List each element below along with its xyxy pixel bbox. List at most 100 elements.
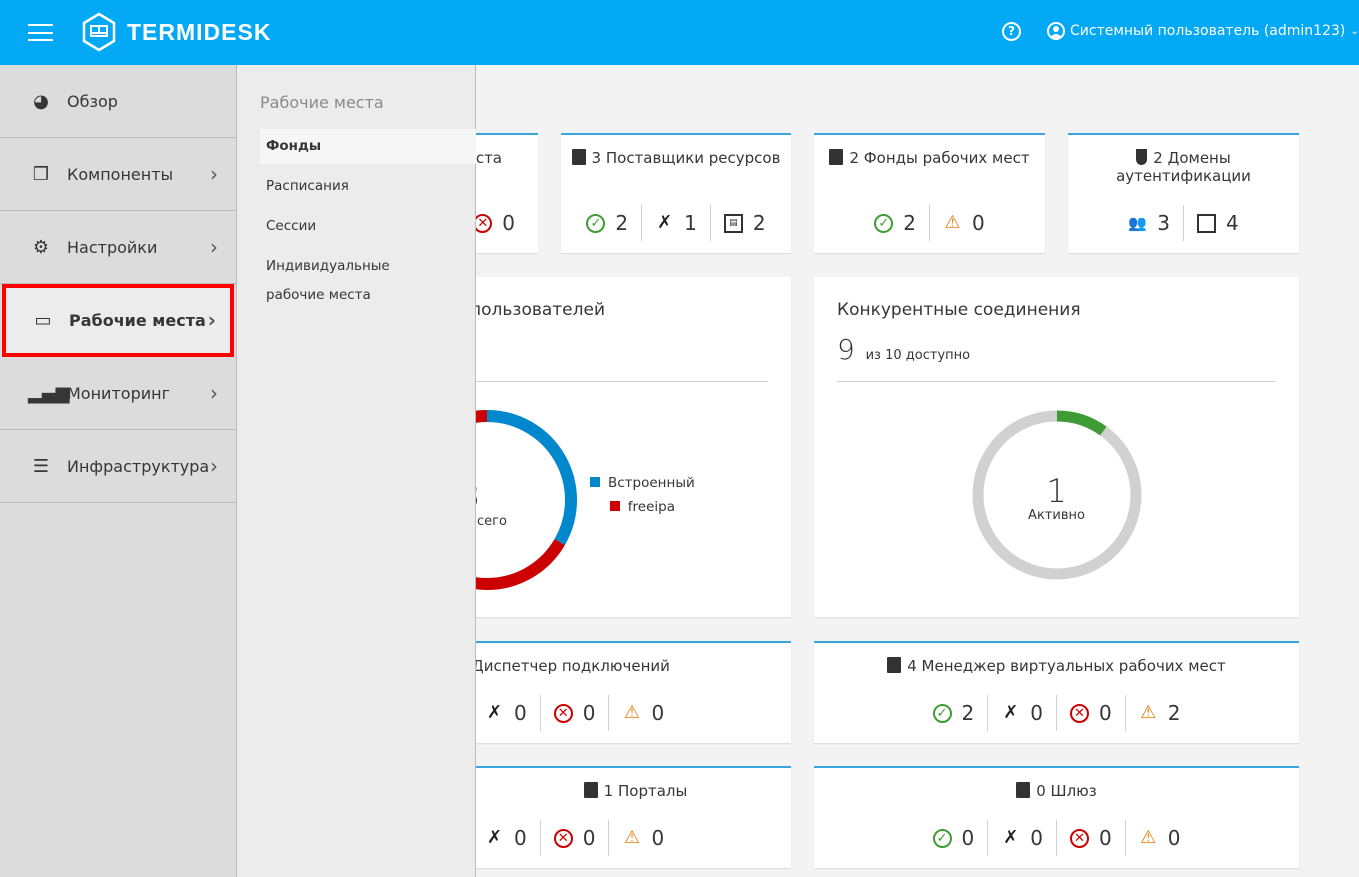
gears-icon: ⚙ [32, 236, 50, 258]
legend-swatch [590, 477, 600, 487]
card-connections-chart: Конкурентные соединения 9 из 10 доступно… [814, 277, 1299, 617]
donut-slice[interactable] [1056, 410, 1107, 436]
sidebar: ◕ Обзор ❒ Компоненты › ⚙ Настройки › ▭ Рабочие ме… [0, 65, 237, 877]
sidebar-item-label: Настройки [67, 237, 158, 257]
error-icon: ✕ [1070, 828, 1089, 848]
status-item[interactable]: ⚠ 0 [608, 820, 677, 856]
chart-title: пользователей [470, 300, 606, 320]
warning-icon: ⚠ [623, 702, 641, 723]
status-item[interactable]: ✕ 0 [460, 205, 528, 241]
sidebar-item-3[interactable]: ▭ Рабочие места › [2, 284, 234, 357]
donut-center-label: сего [477, 514, 507, 529]
ok-icon: ✓ [586, 213, 606, 233]
sidebar-item-label: Компоненты [67, 164, 174, 184]
status-item[interactable]: ✕ 0 [539, 695, 609, 731]
cubes-icon: ❒ [32, 163, 50, 185]
sidebar-item-2[interactable]: ⚙ Настройки › [0, 211, 236, 284]
sidebar-item-label: Обзор [67, 91, 118, 111]
status-count: 0 [514, 701, 527, 725]
status-item[interactable]: ✗ 1 [641, 205, 710, 241]
server-icon [887, 657, 902, 673]
status-item[interactable]: ✗ 0 [987, 695, 1056, 731]
status-item[interactable]: ⚠ 0 [1124, 820, 1194, 856]
status-count: 0 [1030, 701, 1043, 725]
help-icon[interactable]: ? [1002, 22, 1021, 41]
status-count: 0 [582, 701, 596, 725]
status-item[interactable]: ✓ 2 [861, 205, 929, 241]
card-providers[interactable]: 3 Поставщики ресурсов ✓ 2 ✗ 1 ▤ 2 [561, 133, 791, 253]
status-count: 3 [1157, 211, 1170, 235]
status-item[interactable]: ✕ 0 [1056, 695, 1125, 731]
status-item[interactable]: ✕ 0 [539, 820, 609, 856]
status-count: 0 [972, 211, 985, 235]
chevron-right-icon: › [210, 235, 218, 259]
wrench-icon: ✗ [486, 827, 503, 848]
sidebar-item-label: Инфраструктура [67, 456, 210, 476]
status-count: 4 [1226, 211, 1239, 235]
card-title: Диспетчер подключений [472, 657, 670, 675]
donut-center-value: 1 [1046, 472, 1067, 510]
card-title: 1 Порталы [400, 782, 791, 800]
status-item[interactable]: ✓ 2 [920, 695, 988, 731]
status-count: 2 [752, 211, 766, 235]
server-icon [1016, 782, 1031, 798]
chevron-right-icon: › [210, 162, 218, 186]
status-count: 2 [615, 211, 629, 235]
wrench-icon: ✗ [1003, 702, 1019, 723]
status-item[interactable]: ✓ 2 [573, 205, 641, 241]
status-count: 0 [651, 826, 665, 850]
hamburger-menu-icon[interactable] [28, 24, 53, 41]
top-header: TERMIDESK ? Системный пользователь (admi… [0, 0, 1359, 65]
donut-slice[interactable] [972, 410, 1142, 580]
connections-donut-chart [972, 410, 1142, 580]
sidebar-item-4[interactable]: ▂▄▆ Мониторинг › [0, 357, 236, 430]
status-item[interactable]: ⚠ 2 [1124, 695, 1194, 731]
sidebar-item-5[interactable]: ☰ Инфраструктура › [0, 430, 236, 503]
logo[interactable]: TERMIDESK [81, 12, 271, 52]
donut-center-label: Активно [1028, 508, 1085, 523]
status-item[interactable]: 👥 3 [1115, 205, 1183, 241]
card-gateway[interactable]: 0 Шлюз ✓ 0 ✗ 0 ✕ 0 ⚠ 0 [814, 766, 1299, 868]
card-title: 3 Поставщики ресурсов [561, 149, 791, 167]
connections-summary: 9 из 10 доступно [837, 333, 971, 366]
submenu-item-individual-workplaces-line2[interactable]: рабочие места [266, 287, 371, 303]
status-item[interactable]: ⚠ 0 [608, 695, 677, 731]
status-item[interactable]: ▤ 2 [709, 205, 779, 241]
chevron-right-icon: › [210, 454, 218, 478]
user-menu[interactable]: Системный пользователь (admin123) ⌄ [1047, 22, 1359, 40]
wrench-icon: ✗ [657, 212, 673, 233]
chevron-down-icon: ⌄ [1350, 25, 1359, 37]
warning-icon: ⚠ [1140, 702, 1157, 723]
logo-hexagon-icon [82, 12, 116, 52]
status-item[interactable]: 4 [1183, 205, 1252, 241]
sidebar-item-label: Мониторинг [67, 383, 170, 403]
brand-name: TERMIDESK [127, 18, 272, 45]
submenu-item-schedules[interactable]: Расписания [266, 178, 349, 194]
status-count: 0 [1099, 701, 1112, 725]
status-item[interactable]: ✗ 0 [472, 695, 540, 731]
submenu-item-sessions[interactable]: Сессии [266, 218, 317, 234]
submenu-item-pools[interactable]: Фонды [260, 129, 476, 164]
chart-legend: Встроенный freeipa [590, 471, 695, 519]
status-item[interactable]: ✕ 0 [1056, 820, 1125, 856]
ok-icon: ✓ [932, 828, 952, 848]
legend-item: Встроенный [590, 471, 695, 495]
status-item[interactable]: ✓ 0 [920, 820, 988, 856]
card-title: 0 Шлюз [814, 782, 1299, 800]
status-item[interactable]: ✗ 0 [472, 820, 540, 856]
status-count: 2 [903, 211, 916, 235]
card-domains[interactable]: 2 Домены аутентификации 👥 3 4 [1068, 133, 1299, 253]
chip-icon [829, 149, 844, 165]
submenu-title: Рабочие места [260, 93, 384, 112]
status-count: 0 [502, 211, 515, 235]
status-item[interactable]: ⚠ 0 [929, 205, 998, 241]
status-count: 0 [514, 826, 527, 850]
donut-slice[interactable] [486, 410, 577, 545]
sidebar-item-label: Рабочие места [69, 310, 206, 330]
sidebar-item-0[interactable]: ◕ Обзор [0, 65, 236, 138]
card-pools[interactable]: 2 Фонды рабочих мест ✓ 2 ⚠ 0 [814, 133, 1045, 253]
sidebar-item-1[interactable]: ❒ Компоненты › [0, 138, 236, 211]
status-item[interactable]: ✗ 0 [987, 820, 1056, 856]
card-vdi-manager[interactable]: 4 Менеджер виртуальных рабочих мест ✓ 2 ✗ 0… [814, 641, 1299, 743]
submenu-item-individual-workplaces[interactable]: Индивидуальные [266, 258, 390, 274]
